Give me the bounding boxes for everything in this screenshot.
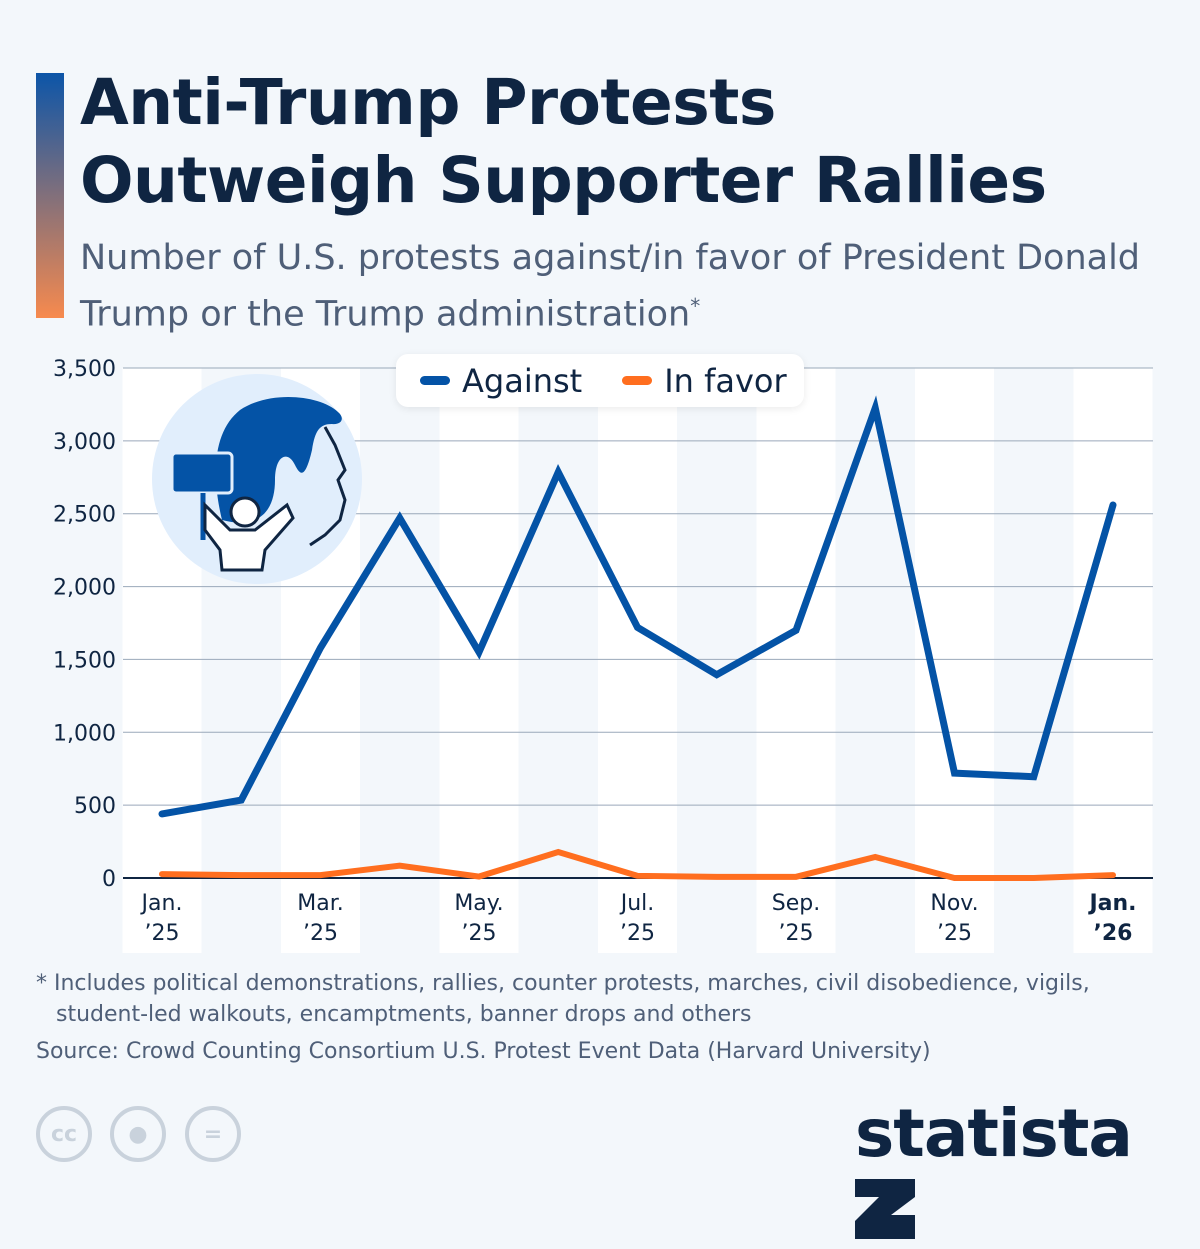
legend-label-in-favor: In favor (664, 362, 786, 400)
y-tick-label: 3,000 (53, 430, 116, 455)
x-tick-label: May. (454, 891, 503, 916)
legend-swatch-in-favor (622, 376, 652, 385)
column-band (757, 368, 836, 953)
x-tick-label: ’25 (462, 921, 497, 946)
legend: Against In favor (396, 354, 804, 407)
y-tick-label: 1,000 (53, 721, 116, 746)
x-tick-label: ’25 (303, 921, 338, 946)
protester-illustration (152, 374, 362, 584)
x-tick-label: ’25 (779, 921, 814, 946)
footnote: * Includes political demonstrations, ral… (36, 968, 1156, 1030)
statista-logo: statista (855, 1095, 1200, 1249)
x-tick-label: Jan. (1087, 891, 1136, 916)
x-tick-label: ’25 (937, 921, 972, 946)
x-tick-label: ’26 (1094, 921, 1133, 946)
legend-swatch-against (420, 376, 450, 385)
nd-equals-icon: = (185, 1106, 241, 1162)
y-tick-label: 500 (74, 794, 116, 819)
column-band (1074, 368, 1153, 953)
footnote-line-1: * Includes political demonstrations, ral… (36, 968, 1156, 999)
x-tick-label: ’25 (620, 921, 655, 946)
source-text: Source: Crowd Counting Consortium U.S. P… (36, 1039, 931, 1064)
x-tick-label: Jan. (140, 891, 183, 916)
cc-icon: cc (36, 1106, 92, 1162)
x-tick-label: Jul. (619, 891, 655, 916)
y-tick-label: 0 (102, 867, 116, 892)
by-person-icon: ● (110, 1106, 166, 1162)
y-tick-label: 2,000 (53, 576, 116, 601)
x-tick-label: ’25 (145, 921, 180, 946)
y-tick-label: 3,500 (53, 357, 116, 382)
legend-label-against: Against (462, 362, 582, 400)
x-tick-label: Mar. (297, 891, 343, 916)
footnote-line-2: student-led walkouts, encamptments, bann… (36, 999, 1156, 1030)
x-tick-label: Sep. (772, 891, 820, 916)
y-tick-label: 1,500 (53, 648, 116, 673)
y-tick-label: 2,500 (53, 503, 116, 528)
x-tick-label: Nov. (930, 891, 978, 916)
